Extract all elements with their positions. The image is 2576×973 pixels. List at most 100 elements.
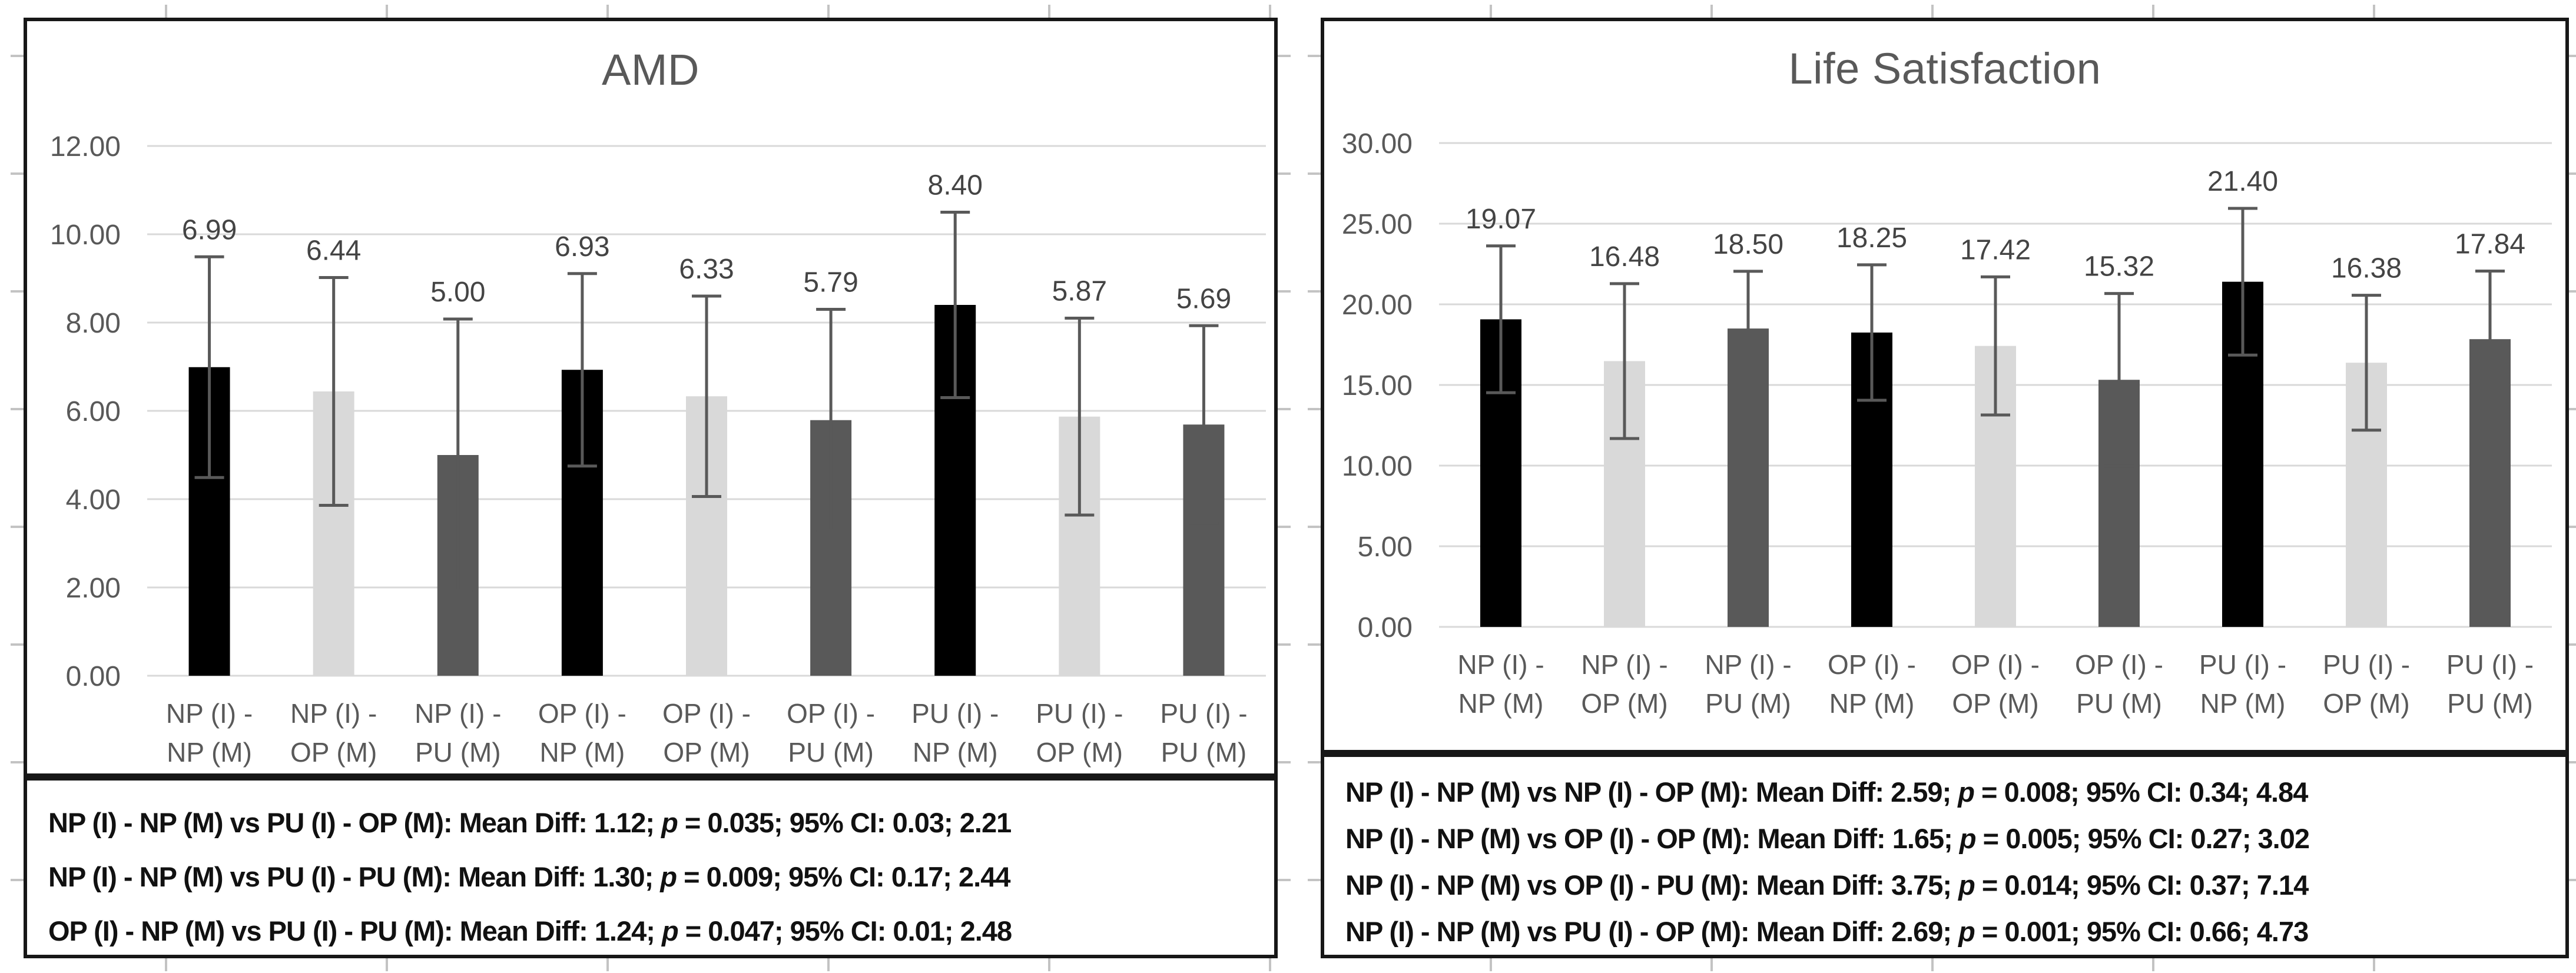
sheet-gridline-tick bbox=[11, 408, 24, 410]
y-tick-label: 10.00 bbox=[1342, 451, 1413, 482]
stats-line: NP (I) - NP (M) vs OP (I) - PU (M): Mean… bbox=[1345, 869, 2309, 901]
category-label-line1: PU (I) - bbox=[1160, 698, 1247, 729]
category-label-line2: NP (M) bbox=[1458, 688, 1544, 719]
sheet-gridline-tick bbox=[1048, 958, 1050, 971]
y-tick-label: 25.00 bbox=[1342, 209, 1413, 240]
value-label: 5.69 bbox=[1176, 283, 1231, 314]
category-label-line1: OP (I) - bbox=[1828, 649, 1916, 680]
sheet-gridline-tick bbox=[1308, 761, 1321, 763]
bar-chart-amd: 0.00 2.00 4.00 6.00 8.00 10.00 12.00 6.99 NP (I)… bbox=[50, 131, 1266, 768]
chart-box-life-satisfaction: Life Satisfaction 0.00 5.00 10.00 15.00 20.0… bbox=[1321, 18, 2569, 753]
sheet-gridline-tick bbox=[1278, 879, 1291, 881]
sheet-gridline-tick bbox=[2569, 879, 2576, 881]
category-label-line1: PU (I) - bbox=[2323, 649, 2410, 680]
sheet-gridline-tick bbox=[386, 5, 388, 18]
y-tick-label: 30.00 bbox=[1342, 128, 1413, 160]
sheet-gridline-tick bbox=[2152, 958, 2154, 971]
sheet-gridline-tick bbox=[606, 5, 609, 18]
category-label-line2: PU (M) bbox=[1161, 737, 1247, 768]
sheet-gridline-tick bbox=[1931, 958, 1934, 971]
bar-chart-life-satisfaction: 0.00 5.00 10.00 15.00 20.00 25.00 30.00 19.07 NP… bbox=[1342, 128, 2552, 719]
value-label: 17.42 bbox=[1960, 234, 2031, 265]
category-label-line1: OP (I) - bbox=[787, 698, 875, 729]
sheet-gridline-tick bbox=[1308, 55, 1321, 57]
stats-line: NP (I) - NP (M) vs PU (I) - PU (M): Mean… bbox=[48, 861, 1010, 892]
value-label: 18.50 bbox=[1713, 229, 1783, 260]
sheet-gridline-tick bbox=[1308, 408, 1321, 410]
y-tick-label: 8.00 bbox=[66, 308, 121, 339]
value-label: 19.07 bbox=[1466, 204, 1536, 235]
category-label-line2: NP (M) bbox=[539, 737, 625, 768]
y-tick-label: 6.00 bbox=[66, 396, 121, 427]
value-label: 5.87 bbox=[1052, 276, 1107, 307]
value-label: 8.40 bbox=[928, 170, 983, 201]
sheet-gridline-tick bbox=[2569, 526, 2576, 528]
sheet-gridline-tick bbox=[165, 5, 167, 18]
sheet-gridline-tick bbox=[1710, 5, 1713, 18]
sheet-gridline-tick bbox=[1048, 5, 1050, 18]
y-tick-label: 0.00 bbox=[66, 661, 121, 692]
value-label: 18.25 bbox=[1836, 223, 1907, 254]
category-label-line2: PU (M) bbox=[2447, 688, 2533, 719]
sheet-gridline-tick bbox=[1278, 526, 1291, 528]
y-tick-label: 4.00 bbox=[66, 484, 121, 516]
category-label-line1: OP (I) - bbox=[662, 698, 751, 729]
value-label: 6.44 bbox=[306, 235, 361, 267]
sheet-gridline-tick bbox=[1278, 290, 1291, 293]
sheet-gridline-tick bbox=[11, 172, 24, 175]
sheet-gridline-tick bbox=[11, 526, 24, 528]
category-label-line1: PU (I) - bbox=[1036, 698, 1123, 729]
category-label-line1: NP (I) - bbox=[1457, 649, 1544, 680]
sheet-gridline-tick bbox=[1710, 958, 1713, 971]
value-label: 17.84 bbox=[2455, 229, 2525, 260]
category-label-line1: NP (I) - bbox=[415, 698, 501, 729]
stats-line: OP (I) - NP (M) vs PU (I) - PU (M): Mean… bbox=[48, 915, 1012, 947]
category-label-line1: PU (I) - bbox=[911, 698, 999, 729]
category-label-line2: NP (M) bbox=[2200, 688, 2286, 719]
category-label-line2: OP (M) bbox=[663, 737, 750, 768]
sheet-gridline-tick bbox=[386, 958, 388, 971]
sheet-gridline-tick bbox=[2569, 408, 2576, 410]
stats-line: NP (I) - NP (M) vs NP (I) - OP (M): Mean… bbox=[1345, 776, 2308, 808]
category-label-line2: NP (M) bbox=[167, 737, 252, 768]
category-label-line2: OP (M) bbox=[1952, 688, 2038, 719]
value-label: 16.38 bbox=[2331, 253, 2402, 284]
sheet-gridline-tick bbox=[827, 5, 830, 18]
sheet-gridline-tick bbox=[1269, 5, 1271, 18]
chart-title-life-satisfaction: Life Satisfaction bbox=[1788, 44, 2101, 93]
sheet-gridline-tick bbox=[827, 958, 830, 971]
sheet-gridline-tick bbox=[2569, 761, 2576, 763]
category-label-line2: PU (M) bbox=[415, 737, 501, 768]
sheet-gridline-tick bbox=[1278, 172, 1291, 175]
y-tick-label: 0.00 bbox=[1358, 612, 1413, 643]
category-label-line1: PU (I) - bbox=[2199, 649, 2286, 680]
value-label: 6.33 bbox=[679, 254, 734, 285]
sheet-gridline-tick bbox=[1308, 290, 1321, 293]
category-label-line1: NP (I) - bbox=[166, 698, 253, 729]
chart-box-amd: AMD 0.00 2.00 4.00 6.00 8.00 10.00 12.00 6.99 NP… bbox=[24, 18, 1278, 777]
value-label: 5.00 bbox=[430, 277, 485, 308]
sheet-gridline-tick bbox=[1278, 55, 1291, 57]
category-label-line1: OP (I) - bbox=[538, 698, 626, 729]
y-tick-label: 15.00 bbox=[1342, 370, 1413, 401]
y-tick-label: 5.00 bbox=[1358, 532, 1413, 563]
sheet-gridline-tick bbox=[2569, 172, 2576, 175]
sheet-gridline-tick bbox=[2569, 55, 2576, 57]
sheet-gridline-tick bbox=[1490, 5, 1492, 18]
sheet-gridline-tick bbox=[11, 55, 24, 57]
y-tick-label: 2.00 bbox=[66, 573, 121, 604]
sheet-gridline-tick bbox=[606, 958, 609, 971]
category-label-line2: OP (M) bbox=[1036, 737, 1123, 768]
stats-box-amd: NP (I) - NP (M) vs PU (I) - OP (M): Mean… bbox=[24, 777, 1278, 958]
chart-title-amd: AMD bbox=[602, 45, 699, 94]
sheet-gridline-tick bbox=[1278, 408, 1291, 410]
value-label: 5.79 bbox=[803, 267, 858, 298]
sheet-gridline-tick bbox=[2569, 290, 2576, 293]
category-label-line2: PU (M) bbox=[1705, 688, 1791, 719]
category-label-line2: OP (M) bbox=[2323, 688, 2409, 719]
sheet-gridline-tick bbox=[1308, 879, 1321, 881]
stats-line: NP (I) - NP (M) vs PU (I) - OP (M): Mean… bbox=[48, 807, 1012, 838]
sheet-gridline-tick bbox=[2152, 5, 2154, 18]
sheet-gridline-tick bbox=[165, 958, 167, 971]
